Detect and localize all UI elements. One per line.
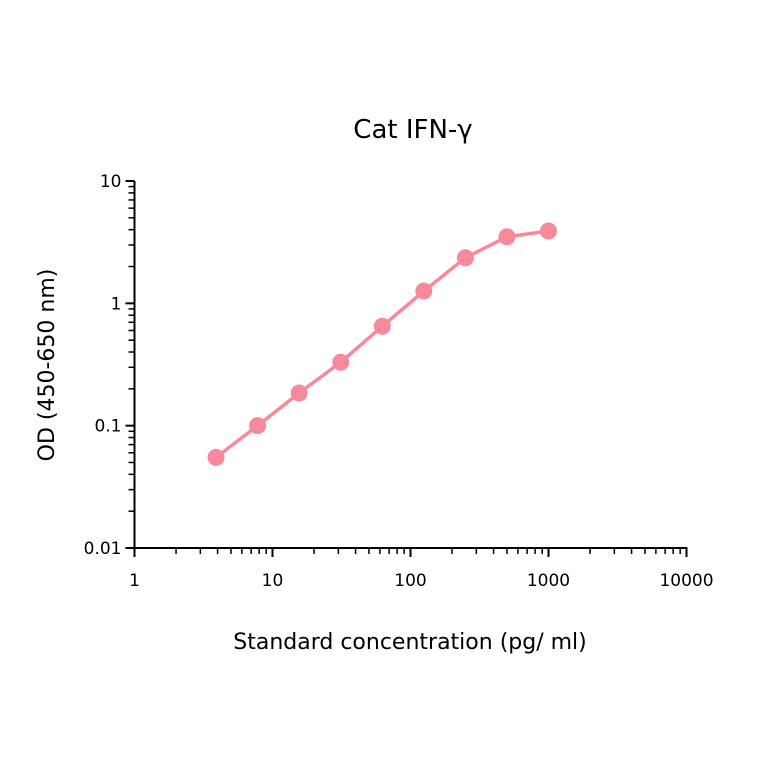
data-point [290,384,308,402]
y-tick-label: 0.1 [94,417,121,437]
data-series [207,222,557,466]
y-tick-label: 10 [100,172,122,192]
x-tick-label: 100 [394,571,426,591]
data-point [415,282,433,300]
x-tick-label: 10 [262,571,284,591]
y-tick-label: 0.01 [84,539,122,559]
chart-title: Cat IFN-γ [353,115,472,145]
data-point [332,353,350,371]
y-tick-label: 1 [111,294,122,314]
axes: 1 10 100 1000 10000 0.01 0.1 1 10 [84,172,714,591]
data-point [498,228,516,246]
x-axis-label: Standard concentration (pg/ ml) [233,630,586,655]
series-line [215,229,549,459]
x-tick-label: 1000 [527,571,570,591]
data-point [373,317,391,335]
data-point [249,417,267,435]
data-point [540,222,557,240]
data-point [456,249,474,267]
data-point [207,448,225,466]
y-axis-label: OD (450-650 nm) [35,269,60,462]
x-tick-label: 10000 [659,571,713,591]
x-tick-label: 1 [129,571,140,591]
